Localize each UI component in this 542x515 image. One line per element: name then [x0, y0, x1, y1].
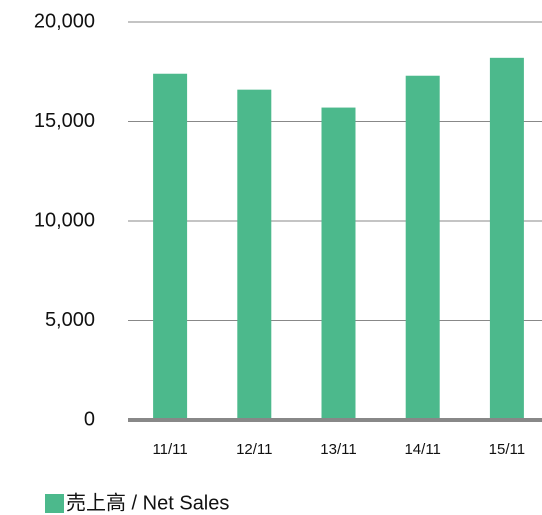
x-tick-label: 12/11	[236, 441, 272, 458]
bar	[153, 73, 188, 421]
x-tick-label: 14/11	[404, 441, 440, 458]
x-tick-label: 15/11	[489, 441, 525, 458]
bar	[237, 89, 272, 420]
y-tick-label: 5,000	[45, 309, 95, 331]
bar	[489, 57, 524, 420]
legend-label: 売上高 / Net Sales	[66, 491, 229, 514]
bar	[405, 75, 440, 420]
x-tick-label: 11/11	[152, 441, 187, 458]
y-tick-label: 15,000	[34, 110, 95, 132]
y-tick-label: 0	[84, 408, 95, 430]
x-tick-label: 13/11	[320, 441, 356, 458]
bar	[321, 107, 356, 420]
y-tick-label: 20,000	[34, 10, 95, 32]
legend-swatch	[45, 494, 64, 513]
y-tick-label: 10,000	[34, 209, 95, 231]
